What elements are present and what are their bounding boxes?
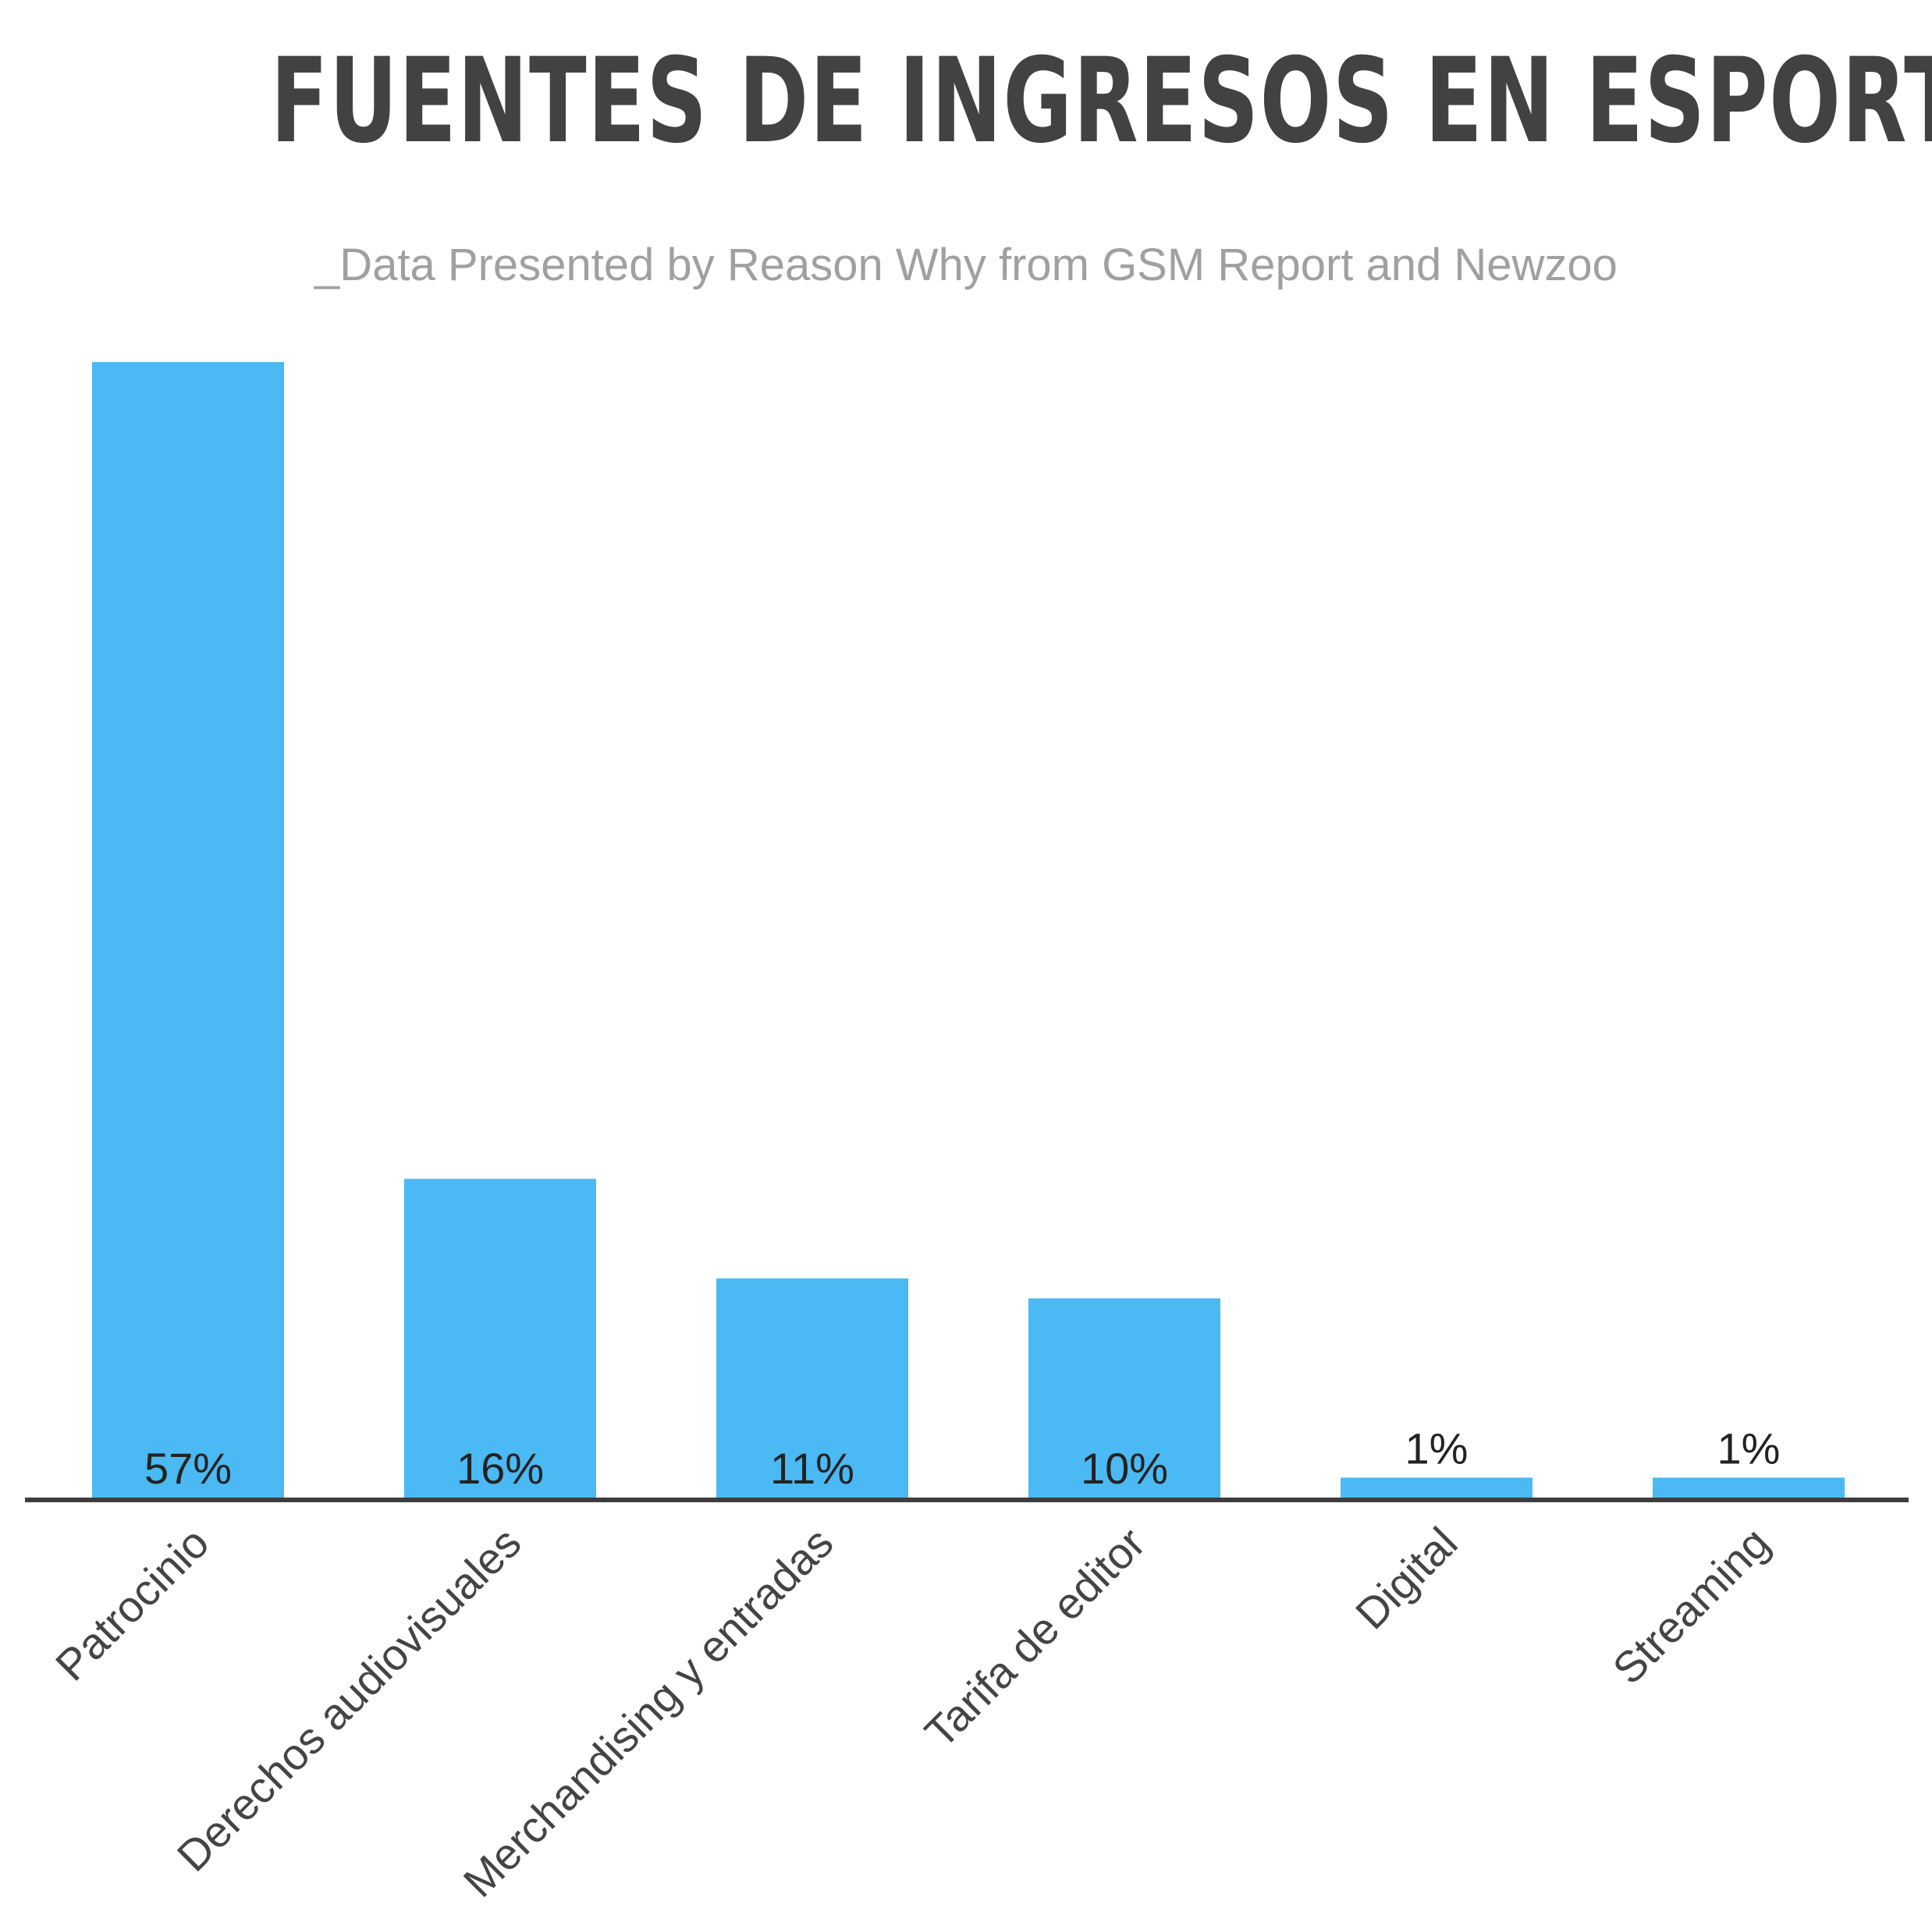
bar-streaming [1653, 1477, 1845, 1498]
bar-patrocinio [92, 362, 284, 1498]
bar-merchandising-y-entradas [716, 1278, 908, 1498]
value-label-merchandising-y-entradas: 11% [770, 1444, 854, 1493]
value-label-digital: 1% [1405, 1423, 1469, 1473]
x-tick-label-derechos-audiovisuales: Derechos audiovisuales [168, 1518, 531, 1881]
x-tick-label-digital: Digital [1346, 1518, 1467, 1639]
value-label-tarifa-de-editor: 10% [1081, 1444, 1168, 1493]
bar-digital [1341, 1477, 1532, 1498]
bar-derechos-audiovisuales [404, 1178, 596, 1498]
x-tick-label-tarifa-de-editor: Tarifa de editor [915, 1518, 1154, 1757]
value-label-streaming: 1% [1717, 1423, 1781, 1473]
x-tick-label-streaming: Streaming [1603, 1518, 1778, 1693]
bar-tarifa-de-editor [1028, 1298, 1220, 1498]
chart-title: FUENTES DE INGRESOS EN ESPORTS [270, 34, 1932, 169]
bars-layer [92, 362, 1845, 1498]
x-tick-label-merchandising-y-entradas: Merchandising y entradas [454, 1518, 843, 1906]
value-label-derechos-audiovisuales: 16% [456, 1444, 544, 1493]
value-label-patrocinio: 57% [144, 1444, 232, 1493]
x-tick-label-patrocinio: Patrocinio [46, 1518, 218, 1690]
chart-subtitle: _Data Presented by Reason Why from GSM R… [314, 240, 1618, 290]
